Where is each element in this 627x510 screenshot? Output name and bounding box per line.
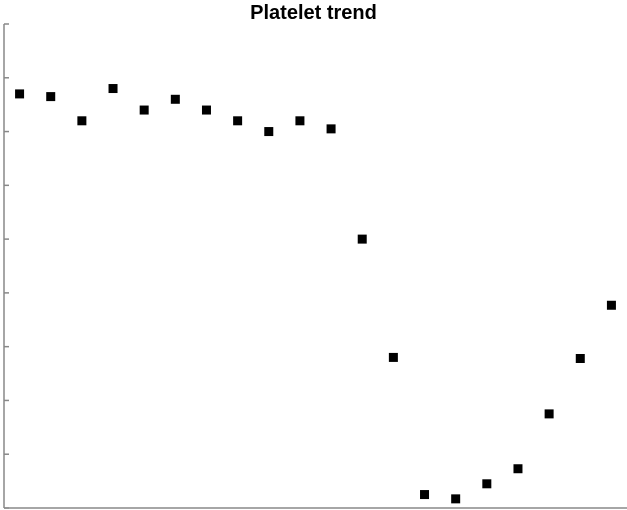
data-point	[606, 300, 616, 310]
data-point	[388, 352, 398, 362]
data-point	[295, 116, 305, 126]
data-point	[77, 116, 87, 126]
data-point	[15, 89, 25, 99]
data-point	[575, 353, 585, 363]
data-point	[264, 127, 274, 137]
data-point	[357, 234, 367, 244]
data-point	[544, 409, 554, 419]
data-point	[201, 105, 211, 115]
data-point	[451, 494, 461, 504]
chart-title: Platelet trend	[250, 2, 377, 24]
data-point	[513, 464, 523, 474]
data-point	[233, 116, 243, 126]
data-point	[420, 490, 430, 500]
data-point	[482, 479, 492, 489]
data-points	[15, 84, 616, 504]
data-point	[139, 105, 149, 115]
data-point	[46, 92, 56, 102]
data-point	[326, 124, 336, 134]
data-point	[170, 94, 180, 104]
axes	[3, 23, 627, 509]
data-point	[108, 84, 118, 94]
